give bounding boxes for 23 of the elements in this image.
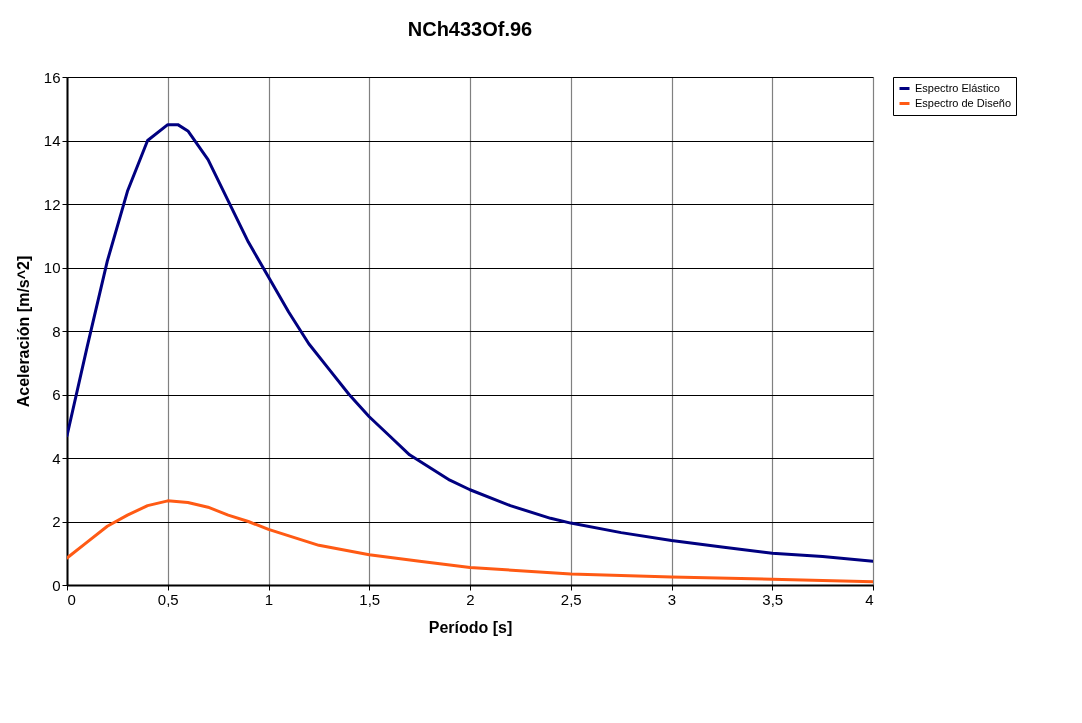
x-tick-label: 3 — [667, 590, 677, 608]
y-tick-label: 2 — [52, 513, 61, 530]
x-axis-title: Período [s] — [428, 618, 513, 636]
y-tick-label: 16 — [43, 68, 61, 86]
x-tick-label: 1 — [264, 590, 274, 608]
x-tick-label: 4 — [865, 590, 874, 608]
y-tick-label: 6 — [52, 386, 61, 403]
y-tick-label: 14 — [43, 132, 61, 149]
y-axis-title: Aceleración [m/s^2] — [14, 255, 32, 408]
x-tick-label: 0,5 — [157, 590, 179, 608]
y-tick-label: 8 — [52, 322, 61, 340]
chart-title: NCh433Of.96 — [407, 18, 533, 40]
x-tick-label: 2,5 — [560, 590, 582, 608]
legend-label: Espectro Elástico — [915, 81, 1000, 94]
x-tick-label: 0 — [67, 590, 76, 608]
y-tick-label: 4 — [52, 449, 61, 467]
y-tick-label: 12 — [43, 195, 61, 213]
x-tick-label: 1,5 — [359, 590, 381, 608]
x-tick-label: 2 — [466, 590, 475, 608]
x-tick-label: 3,5 — [762, 590, 784, 608]
legend-label: Espectro de Diseño — [915, 96, 1011, 109]
y-tick-label: 0 — [52, 576, 61, 594]
y-tick-label: 10 — [43, 259, 61, 276]
